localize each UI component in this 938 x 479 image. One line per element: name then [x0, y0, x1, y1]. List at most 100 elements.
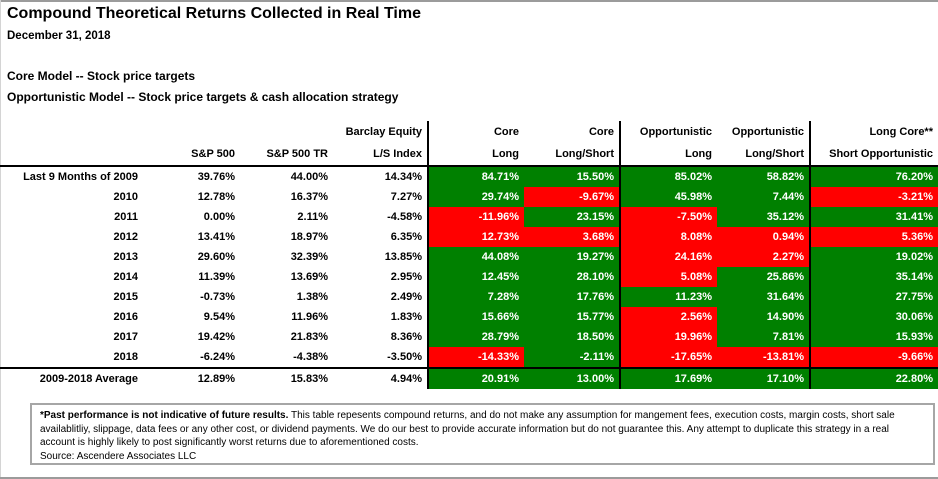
table-row: 2012 13.41% 18.97% 6.35% 12.73% 3.68% 8.08% 0.9…	[0, 227, 938, 247]
value-cell: 22.80%	[810, 367, 938, 389]
value-cell: 27.75%	[810, 287, 938, 307]
value-cell: -11.96%	[428, 207, 524, 227]
disclaimer-body: This table repesents compound returns, a…	[40, 410, 895, 448]
value-cell: 29.74%	[428, 187, 524, 207]
column-header	[143, 121, 240, 143]
value-cell: -3.21%	[810, 187, 938, 207]
value-cell: 15.66%	[428, 307, 524, 327]
value-cell: -4.58%	[333, 207, 429, 227]
screenshot-left-edge	[0, 0, 1, 479]
returns-table: Barclay Equity Core Core Opportunistic Oppor…	[0, 121, 938, 389]
value-cell: 13.85%	[333, 247, 429, 267]
value-cell: -7.50%	[620, 207, 717, 227]
column-header: L/S Index	[333, 143, 429, 167]
value-cell: 58.82%	[717, 166, 811, 187]
column-header: Core	[524, 121, 621, 143]
value-cell: 8.36%	[333, 327, 429, 347]
row-label: 2011	[114, 211, 138, 223]
value-cell: -9.66%	[810, 347, 938, 368]
value-cell: 2.11%	[297, 211, 328, 223]
value-cell: 5.36%	[810, 227, 938, 247]
value-cell: 8.08%	[620, 227, 717, 247]
value-cell: 14.34%	[333, 166, 429, 187]
table-row: 2016 9.54% 11.96% 1.83% 15.66% 15.77% 2.56% 14.…	[0, 307, 938, 327]
value-cell: 4.94%	[333, 367, 429, 389]
value-cell: 18.50%	[524, 327, 621, 347]
disclaimer-box: *Past performance is not indicative of f…	[30, 403, 935, 465]
value-cell: -2.11%	[524, 347, 621, 368]
row-label: 2018	[113, 351, 138, 363]
row-label: 2013	[113, 251, 138, 263]
row-label: 2017	[113, 331, 138, 343]
value-cell: 6.35%	[333, 227, 429, 247]
value-cell: 7.44%	[717, 187, 811, 207]
column-header	[240, 121, 333, 143]
source-line: Source: Ascendere Associates LLC	[40, 450, 197, 462]
row-label: 2010	[113, 191, 138, 203]
screenshot-bottom-edge	[0, 477, 938, 479]
value-cell: -17.65%	[620, 347, 717, 368]
value-cell: 24.16%	[620, 247, 717, 267]
value-cell: 30.06%	[810, 307, 938, 327]
table-row: 2014 11.39% 13.69% 2.95% 12.45% 28.10% 5.08% 25…	[0, 267, 938, 287]
column-header: Long	[620, 143, 717, 167]
table-row: 2011 0.00% 2.11% -4.58% -11.96% 23.15% -7.50% 3…	[0, 207, 938, 227]
value-cell: 18.97%	[290, 231, 328, 243]
value-cell: 76.20%	[810, 166, 938, 187]
value-cell: 29.60%	[197, 251, 235, 263]
row-label: 2016	[113, 311, 138, 323]
value-cell: 23.15%	[524, 207, 621, 227]
header-row: Barclay Equity Core Core Opportunistic Oppor…	[0, 121, 938, 143]
value-cell: 9.54%	[203, 311, 235, 323]
row-label: Last 9 Months of 2009	[23, 171, 138, 183]
value-cell: 5.08%	[620, 267, 717, 287]
returns-table-header: Barclay Equity Core Core Opportunistic Oppor…	[0, 121, 938, 167]
value-cell: 31.41%	[810, 207, 938, 227]
value-cell: 17.76%	[524, 287, 621, 307]
row-label: 2015	[113, 291, 138, 303]
column-header: Short Opportunistic	[810, 143, 938, 167]
column-header	[0, 143, 143, 167]
value-cell: 13.00%	[524, 367, 621, 389]
column-header: Barclay Equity	[333, 121, 429, 143]
value-cell: 2.56%	[620, 307, 717, 327]
screenshot-top-edge	[0, 0, 938, 2]
value-cell: 16.37%	[290, 191, 328, 203]
value-cell: 28.79%	[428, 327, 524, 347]
value-cell: 17.10%	[717, 367, 811, 389]
value-cell: 1.38%	[296, 291, 328, 303]
value-cell: 0.94%	[717, 227, 811, 247]
table-row: 2017 19.42% 21.83% 8.36% 28.79% 18.50% 19.96% 7…	[0, 327, 938, 347]
value-cell: 17.69%	[620, 367, 717, 389]
value-cell: 2.27%	[717, 247, 811, 267]
value-cell: 1.83%	[333, 307, 429, 327]
value-cell: 11.39%	[198, 271, 235, 283]
value-cell: 31.64%	[717, 287, 811, 307]
value-cell: 12.73%	[428, 227, 524, 247]
value-cell: 2.49%	[333, 287, 429, 307]
column-header: Long/Short	[524, 143, 621, 167]
column-header: Long Core**	[869, 126, 933, 138]
value-cell: 19.42%	[197, 331, 235, 343]
core-model-description: Core Model -- Stock price targets	[7, 69, 196, 83]
value-cell: 0.00%	[203, 211, 235, 223]
header-row: S&P 500 S&P 500 TR L/S Index Long Long/Short…	[0, 143, 938, 167]
value-cell: 19.27%	[524, 247, 621, 267]
value-cell: 2.95%	[333, 267, 429, 287]
value-cell: 7.81%	[717, 327, 811, 347]
value-cell: 21.83%	[290, 331, 328, 343]
value-cell: 14.90%	[717, 307, 811, 327]
value-cell: 35.12%	[717, 207, 811, 227]
value-cell: 44.08%	[428, 247, 524, 267]
value-cell: 15.93%	[810, 327, 938, 347]
page-title: Compound Theoretical Returns Collected i…	[7, 5, 421, 22]
value-cell: 12.78%	[197, 191, 235, 203]
table-row: 2009-2018 Average 12.89% 15.83% 4.94% 20.91%…	[0, 367, 938, 389]
column-header: Core	[493, 126, 519, 138]
as-of-date: December 31, 2018	[7, 30, 111, 42]
value-cell: 15.77%	[524, 307, 621, 327]
value-cell: 11.23%	[620, 287, 717, 307]
value-cell: 45.98%	[620, 187, 717, 207]
column-header: S&P 500	[143, 143, 240, 167]
row-label: 2014	[113, 271, 138, 283]
